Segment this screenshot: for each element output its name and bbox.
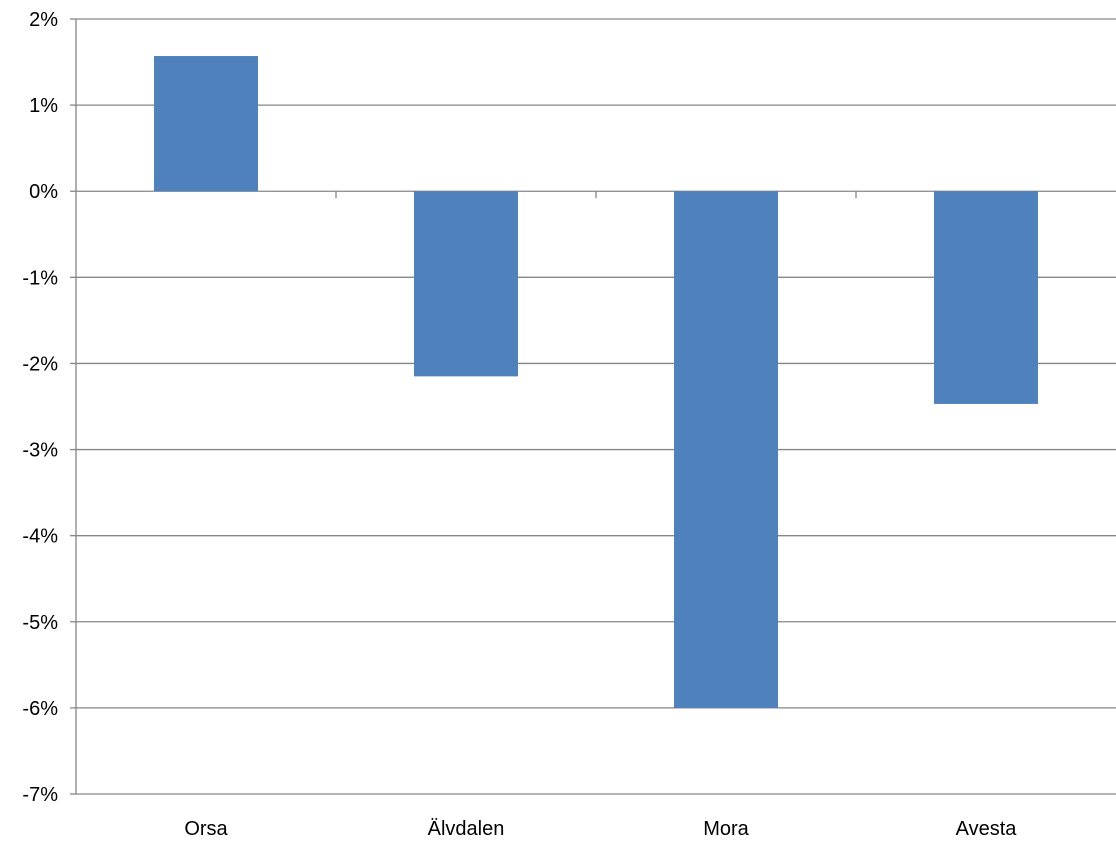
bar-orsa [154,56,258,192]
y-tick-label: -4% [22,526,58,548]
x-category-label: Älvdalen [428,818,505,840]
y-tick-label: -1% [22,267,58,289]
y-tick-label: 1% [29,95,58,117]
y-tick-label: 0% [29,181,58,203]
bar-mora [674,191,778,708]
x-category-label: Mora [703,818,749,840]
x-category-label: Avesta [956,818,1018,840]
axes [70,18,857,795]
y-tick-labels: 2% 1% 0% -1% -2% -3% -4% -5% -6% -7% [22,9,58,806]
y-tick-label: 2% [29,9,58,31]
y-tick-label: -3% [22,440,58,462]
y-tick-label: -5% [22,612,58,634]
y-tick-label: -6% [22,698,58,720]
x-tick-labels: Orsa Älvdalen Mora Avesta [184,818,1017,840]
x-category-label: Orsa [184,818,228,840]
bar-älvdalen [414,191,518,377]
bar-avesta [934,191,1038,404]
bars [154,56,1038,708]
y-tick-label: -7% [22,784,58,806]
y-tick-label: -2% [22,353,58,375]
